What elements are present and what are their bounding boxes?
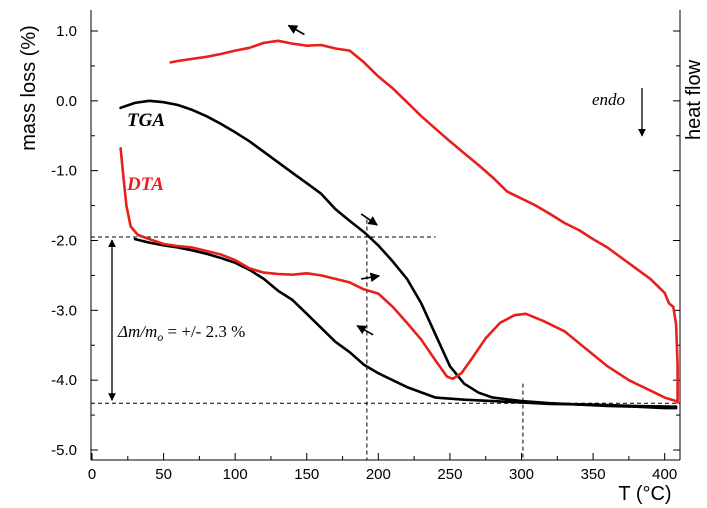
endo-label: endo [592, 90, 625, 109]
series-layer [119, 39, 679, 410]
x-tick-label: 200 [366, 466, 391, 483]
x-tick-label: 50 [155, 466, 172, 483]
y-tick-label: -5.0 [51, 442, 77, 459]
x-tick-label: 400 [652, 466, 677, 483]
direction-arrow [360, 213, 378, 226]
delta-m-subscript: o [157, 330, 163, 344]
y2-axis-title: heat flow [683, 59, 705, 140]
x-tick-label: 250 [437, 466, 462, 483]
y-tick-label: -3.0 [51, 302, 77, 319]
y-tick-label: 1.0 [56, 23, 77, 40]
series-label-dta: DTA [126, 174, 164, 195]
y-tick-label: -1.0 [51, 163, 77, 180]
delta-m-symbol: Δm/m [117, 322, 157, 341]
y-axis-title: mass loss (%) [18, 25, 40, 151]
tga-cooling-line [133, 237, 678, 408]
plot-frame [90, 10, 681, 461]
y-tick-label: 0.0 [56, 93, 77, 110]
dta-heating-line [119, 147, 678, 403]
direction-arrow [287, 24, 305, 36]
x-tick-label: 0 [88, 466, 96, 483]
y-tick-label: -4.0 [51, 372, 77, 389]
x-axis-ticks: 0 50 100 150 200 250 300 350 400 [88, 453, 677, 483]
direction-arrows [287, 24, 381, 336]
delta-m-annotation: Δm/mo = +/- 2.3 % [117, 322, 245, 344]
y-tick-label: -2.0 [51, 233, 77, 250]
direction-arrow [356, 325, 374, 336]
direction-arrow [361, 272, 381, 283]
delta-m-value: = +/- 2.3 % [163, 322, 245, 341]
x-tick-label: 300 [509, 466, 534, 483]
x-tick-label: 150 [294, 466, 319, 483]
dta-cooling-line [169, 39, 679, 404]
x-axis-title: T (°C) [618, 483, 671, 505]
x-tick-label: 100 [223, 466, 248, 483]
series-label-tga: TGA [127, 110, 165, 131]
x-tick-label: 350 [581, 466, 606, 483]
